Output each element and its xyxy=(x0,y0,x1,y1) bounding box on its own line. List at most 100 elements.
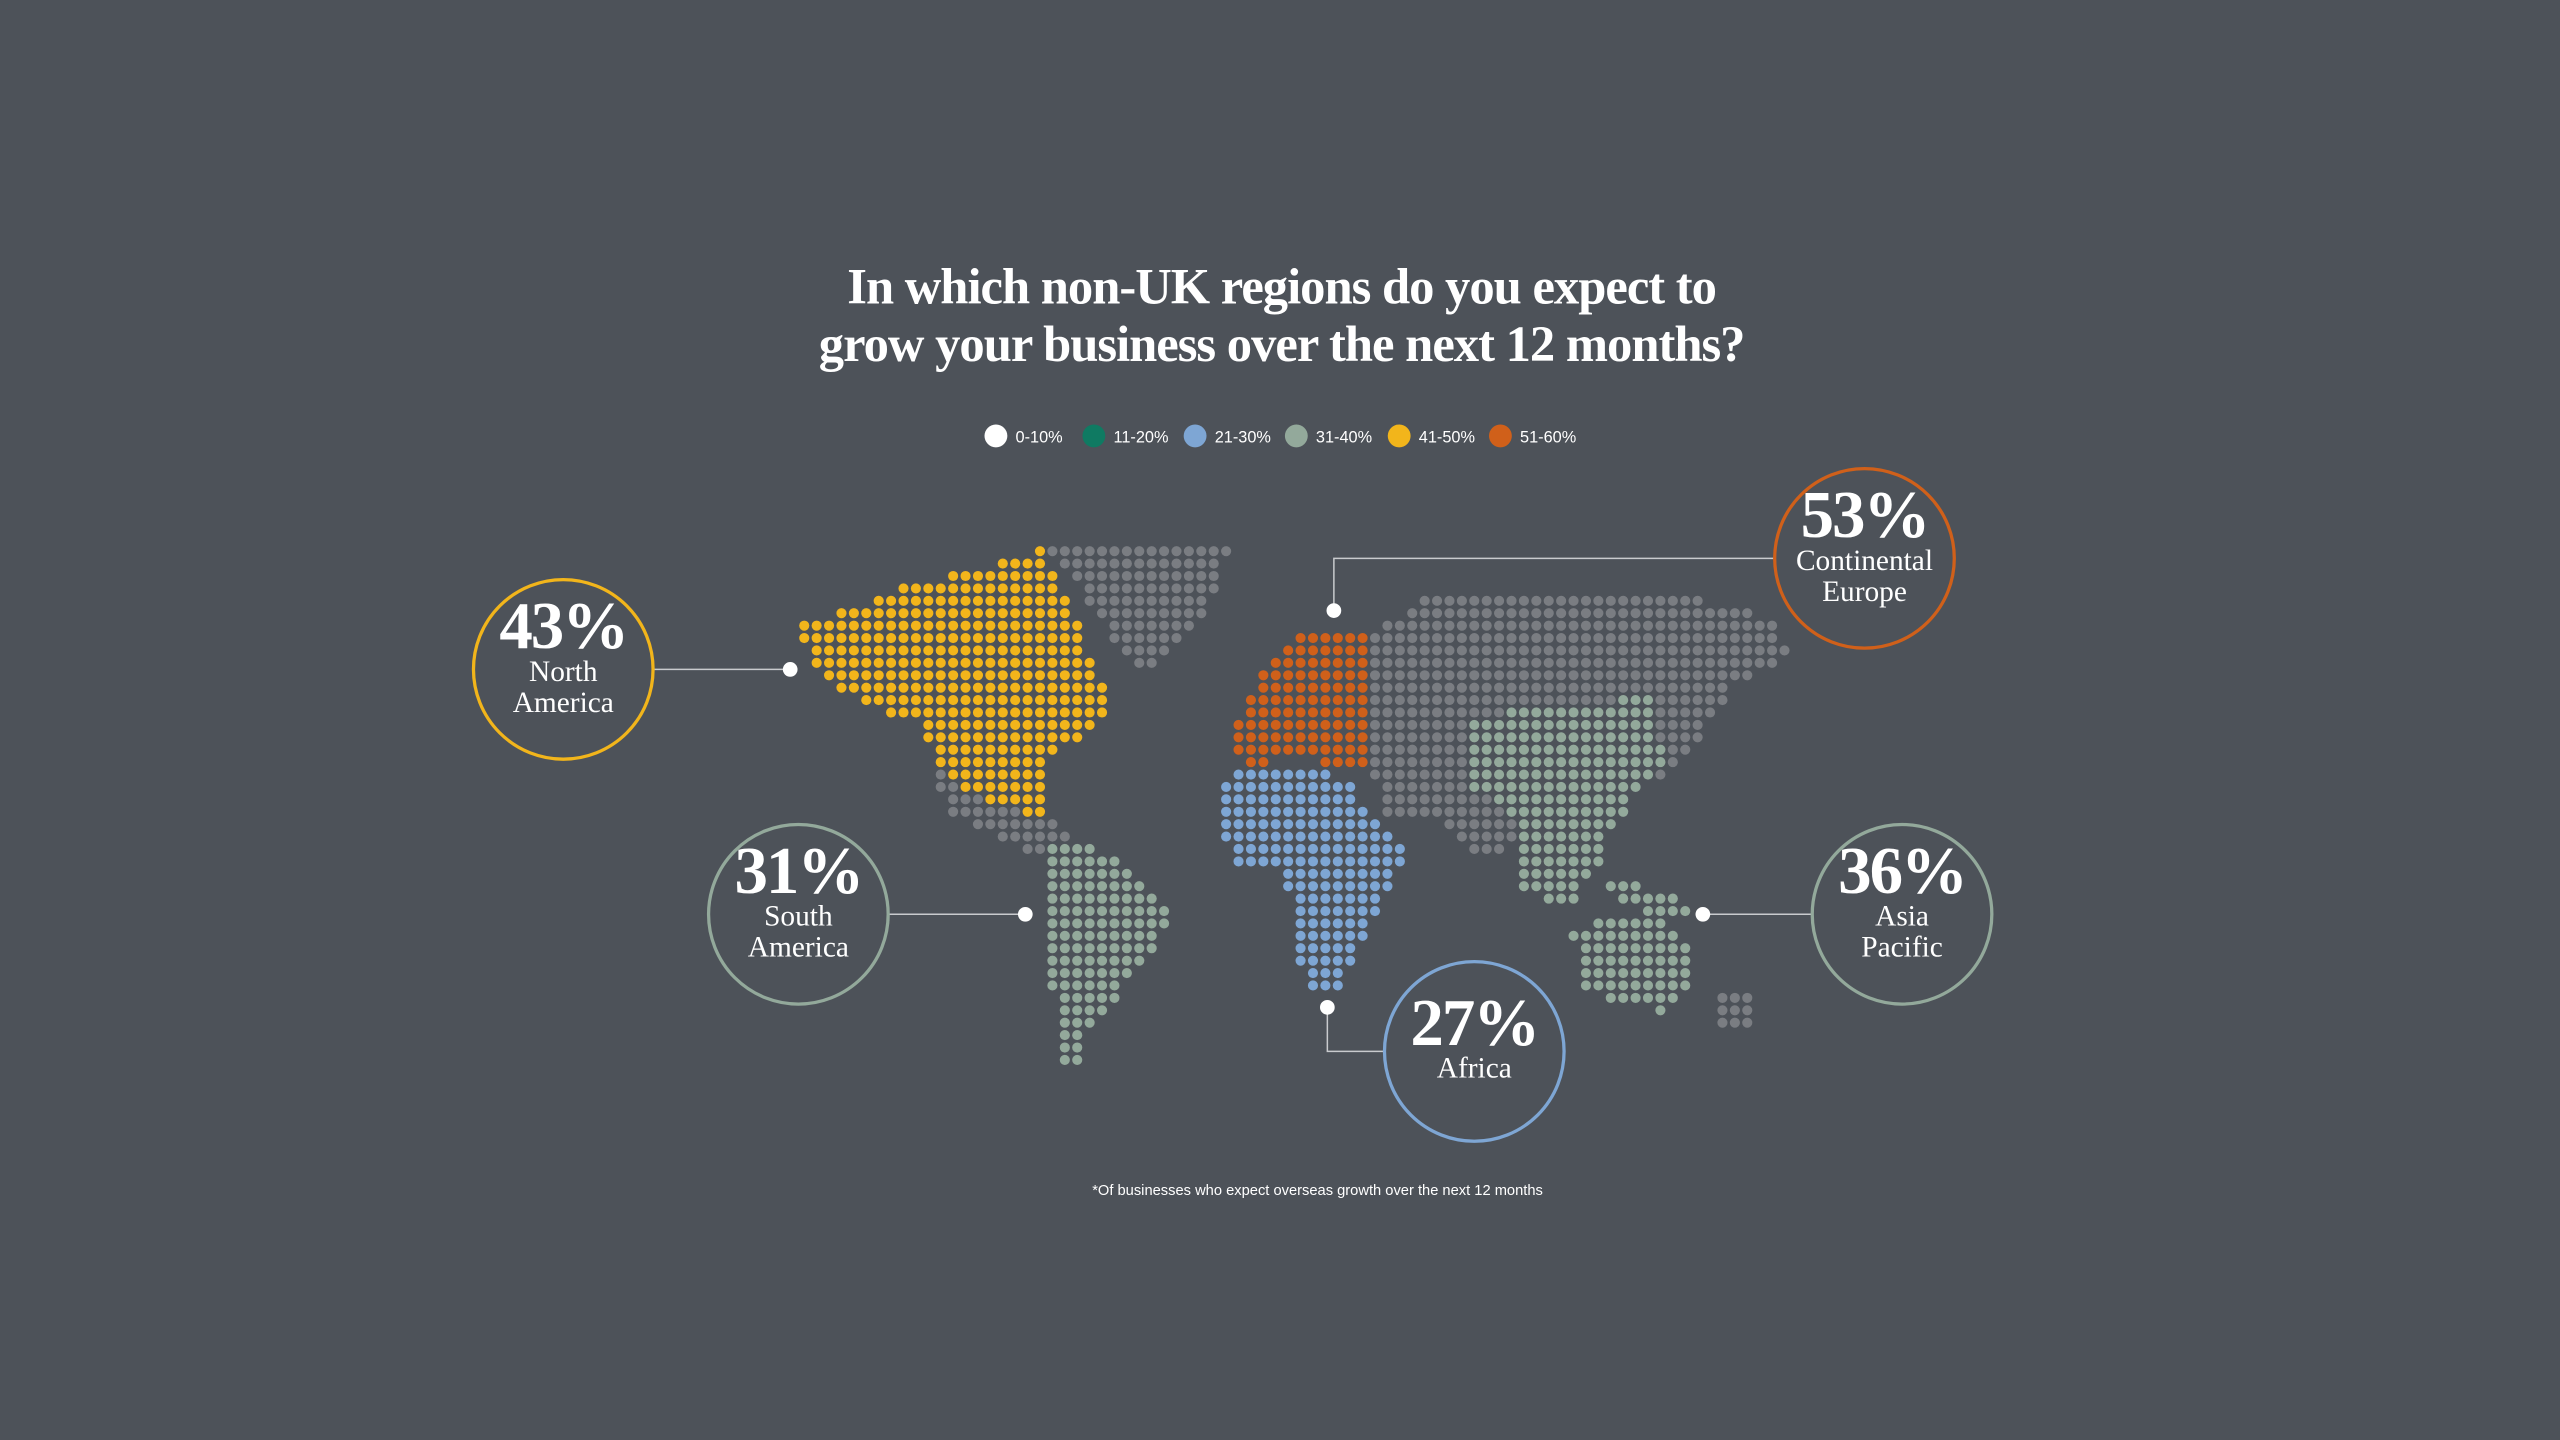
map-dot xyxy=(1320,757,1331,768)
map-dot xyxy=(1233,781,1244,792)
map-dot xyxy=(1034,558,1046,569)
map-dot xyxy=(1568,881,1579,892)
map-dot xyxy=(1494,744,1505,755)
map-dot xyxy=(1469,781,1480,792)
map-dot xyxy=(960,744,971,755)
map-dot xyxy=(1481,657,1492,668)
map-dot xyxy=(1022,757,1033,768)
map-dot xyxy=(1568,682,1579,693)
map-dot xyxy=(1469,732,1480,743)
map-dot xyxy=(1394,769,1405,780)
map-dot xyxy=(1432,707,1443,718)
map-dot xyxy=(1109,620,1120,631)
map-dot xyxy=(1283,769,1294,780)
map-dot xyxy=(1307,843,1319,855)
map-dot xyxy=(1556,843,1567,855)
map-dot xyxy=(1469,843,1480,855)
map-dot xyxy=(1307,732,1319,743)
map-dot xyxy=(1084,657,1095,668)
map-dot xyxy=(1159,905,1170,917)
map-dot xyxy=(1593,968,1604,979)
map-dot xyxy=(1481,682,1492,693)
map-dot xyxy=(1618,980,1629,991)
map-dot xyxy=(1605,794,1616,805)
map-dot xyxy=(948,757,959,768)
callout-ring xyxy=(1382,960,1566,1143)
map-dot xyxy=(997,744,1008,755)
map-dot xyxy=(1084,1005,1095,1016)
region-value: 53% xyxy=(1801,478,1929,552)
map-dot xyxy=(1407,744,1418,755)
map-dot xyxy=(1270,843,1281,855)
map-dot xyxy=(1394,806,1405,817)
map-dot xyxy=(1618,806,1629,817)
map-dot xyxy=(1680,980,1691,991)
map-dot xyxy=(1047,843,1058,855)
leader-dot xyxy=(1017,906,1033,922)
map-dot xyxy=(1382,794,1393,805)
map-dot xyxy=(1444,695,1455,706)
map-dot xyxy=(898,595,909,606)
map-dot xyxy=(1518,657,1529,668)
map-dot xyxy=(848,670,859,681)
map-dot xyxy=(923,583,934,594)
map-dot xyxy=(1245,781,1256,792)
map-dot xyxy=(935,608,946,619)
map-dot xyxy=(1580,831,1592,842)
map-dot xyxy=(1010,620,1021,631)
map-dot xyxy=(1332,806,1343,817)
map-dot xyxy=(1444,719,1455,730)
map-dot xyxy=(1506,657,1517,668)
map-dot xyxy=(948,620,959,631)
map-dot xyxy=(1568,707,1579,718)
map-dot xyxy=(1121,943,1132,954)
map-dot xyxy=(1580,657,1592,668)
map-dot xyxy=(1072,943,1083,954)
map-dot xyxy=(935,595,946,606)
map-dot xyxy=(1593,781,1604,792)
map-dot xyxy=(1382,670,1393,681)
map-dot xyxy=(1593,819,1604,830)
map-dot xyxy=(1506,806,1517,817)
map-dot xyxy=(1369,893,1381,904)
map-dot xyxy=(1047,670,1058,681)
map-dot xyxy=(972,781,984,792)
map-dot xyxy=(1332,670,1343,681)
map-dot xyxy=(1568,719,1579,730)
map-dot xyxy=(1754,645,1765,656)
map-dot xyxy=(1667,657,1678,668)
map-dot xyxy=(1630,769,1641,780)
map-dot xyxy=(960,769,971,780)
map-dot xyxy=(1531,732,1542,743)
map-dot xyxy=(1593,732,1604,743)
map-dot xyxy=(1072,645,1083,656)
map-dot xyxy=(1543,595,1554,606)
map-dot xyxy=(1059,1005,1070,1016)
map-dot xyxy=(1245,794,1256,805)
map-dot xyxy=(1258,707,1269,718)
map-dot xyxy=(1283,831,1294,842)
map-dot xyxy=(1059,843,1070,855)
map-dot xyxy=(1543,831,1554,842)
map-dot xyxy=(1729,670,1740,681)
map-dot xyxy=(1084,856,1095,867)
map-dot xyxy=(1059,670,1070,681)
map-dot xyxy=(1109,558,1120,569)
map-dot xyxy=(1394,707,1405,718)
map-dot xyxy=(1568,868,1579,879)
map-dot xyxy=(1072,856,1083,867)
map-dot xyxy=(1618,657,1629,668)
map-dot xyxy=(1072,632,1083,644)
map-dot xyxy=(985,794,996,805)
map-dot xyxy=(1605,595,1616,606)
map-dot xyxy=(861,657,872,668)
map-dot xyxy=(985,769,996,780)
map-dot xyxy=(1444,819,1455,830)
map-dot xyxy=(898,670,909,681)
map-dot xyxy=(1059,719,1070,730)
map-dot xyxy=(1494,819,1505,830)
map-dot xyxy=(1394,620,1405,631)
map-dot xyxy=(1134,546,1145,557)
map-dot xyxy=(1556,608,1567,619)
map-dot xyxy=(1494,632,1505,644)
